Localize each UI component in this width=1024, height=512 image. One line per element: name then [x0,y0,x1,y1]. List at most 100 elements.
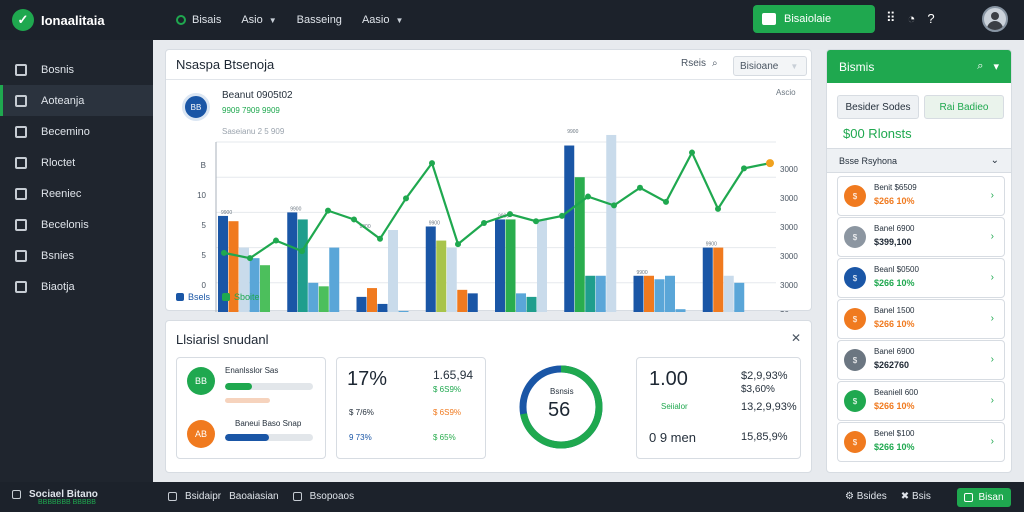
line-point [766,159,774,168]
footer-right-1[interactable]: ⚙ Bsides [845,491,887,502]
bar-label: 9900 [429,220,440,226]
footer-brand[interactable]: Sociael Bitano BBBBBBB BBBBB [12,489,98,506]
item-title: Beaniell 600 [874,388,919,397]
chart-search-label: Rseis [681,58,707,69]
footer-mid: Bsidaipr Baoaiasian Bsopoaos [168,491,354,502]
stats-box-summary: 1.00 $2,9,93% $3,60% Seiialor 13,2,9,93%… [636,357,801,459]
legend-label: Bsels [188,292,211,302]
sidebar-item-label: Aoteanja [41,94,85,107]
donut-value: 56 [548,399,571,421]
stats-row3-right: $ 65% [433,433,456,442]
topnav-item-1[interactable]: Asio ▼ [241,14,276,26]
calendar-icon [15,218,27,231]
item-title: Benit $6509 [874,183,917,192]
chevron-right-icon: › [990,190,994,201]
right-button-2[interactable]: Rai Badieo [924,95,1004,119]
donut-chart [519,365,603,449]
right-list-item[interactable]: $ Banel 1500 $266 10% › [837,299,1005,339]
y-tick-right: 3000 [780,194,798,203]
grid-icon[interactable]: ⠿ [886,10,896,25]
top-nav: Bisais Asio ▼ Basseing Aasio ▼ [176,14,403,26]
footer-right-2[interactable]: ✖ Bsis [901,491,931,502]
y-tick-left: 5 [202,221,207,230]
right-list-item[interactable]: $ Banel 6900 $262760 › [837,340,1005,380]
app-logo[interactable]: ✓ Ionaalitaia [12,9,152,31]
right-list-item[interactable]: $ Beanl $0500 $266 10% › [837,258,1005,298]
sidebar-item-4[interactable]: Reeniec [0,178,153,209]
top-cta-button[interactable]: Bisaiolaie [753,5,875,33]
bar [388,230,398,312]
wrench-icon [15,156,27,169]
line-series [223,150,771,260]
right-list-item[interactable]: $ Benel $100 $266 10% › [837,422,1005,462]
right-section-header[interactable]: Bsse Rsyhona ⌄ [827,148,1011,173]
topnav-item-0[interactable]: Bisais [176,14,221,26]
right-big-value: $00 Rlonsts [843,126,912,141]
stats-row3-left: 9 73% [349,433,372,442]
sidebar-item-2[interactable]: Becemino [0,116,153,147]
bar [495,219,505,312]
close-icon[interactable]: ✕ [791,331,802,345]
top-icons: ⠿ ◔ ? [886,10,935,26]
donut-arc [519,365,603,449]
sidebar-item-0[interactable]: Bosnis [0,54,153,85]
footer-right-1-label: Bsides [856,491,887,502]
item-coin-icon: $ [844,185,866,207]
bar [526,296,537,312]
report-icon [15,280,27,293]
status-dot-icon [176,15,186,25]
right-list-item[interactable]: $ Banel 6900 $399,100 › [837,217,1005,257]
right-panel: Bismis ⌕ ▾ Besider Sodes Rai Badieo $00 R… [826,49,1012,473]
sidebar-item-5[interactable]: Becelonis [0,209,153,240]
line-point [585,193,591,200]
search-icon[interactable]: ⌕ [977,60,984,72]
chevron-down-icon[interactable]: ▾ [993,61,999,73]
footer-mid-2[interactable]: Baoaiasian [229,491,279,502]
help-icon[interactable]: ? [927,10,935,26]
line-point [299,248,305,255]
chart-search[interactable]: Rseis ⌕ [681,58,718,69]
chevron-down-icon: ▼ [395,15,404,25]
stats-row2-left: $ 7/6% [349,408,374,417]
line-point [637,184,643,191]
square-icon [168,492,177,501]
settings-icon: ⚙ [845,491,854,502]
chart-select[interactable]: Bisioane ▼ [733,56,807,76]
topnav-item-3[interactable]: Aasio ▼ [362,14,403,26]
chevron-down-icon: ▼ [790,61,799,71]
legend-item-0[interactable]: Bsels [176,292,210,302]
footer-right-2-label: Bsis [911,491,931,502]
footer-mid-3[interactable]: Bsopoaos [309,491,355,502]
top-cta-label: Bisaiolaie [784,13,832,25]
sidebar-item-1[interactable]: Aoteanja [0,85,153,116]
chevron-right-icon: › [990,354,994,365]
item-value: $266 10% [874,319,915,329]
clock-icon[interactable]: ◔ [907,10,916,26]
home-icon [15,249,27,262]
sidebar-item-3[interactable]: Rloctet [0,147,153,178]
footer-cta-button[interactable]: Bisan [957,488,1011,507]
line-point [559,212,565,219]
legend-item-1[interactable]: Sboite [222,292,260,302]
message-icon [15,187,27,200]
footer-mid-1[interactable]: Bsidaipr [185,491,222,502]
right-list-item[interactable]: $ Benit $6509 $266 10% › [837,176,1005,216]
right-button-1[interactable]: Besider Sodes [837,95,919,119]
progress-bar-1b [225,398,270,403]
sidebar-item-7[interactable]: Biaotja [0,271,153,302]
bar [249,258,260,312]
footer-cta-label: Bisan [978,492,1004,503]
progress-bar-2 [225,434,313,441]
line-point [689,149,695,156]
bar-label: 9900 [290,206,301,212]
kpi-subvalues: 9909 7909 9909 [222,106,280,115]
user-avatar[interactable] [982,6,1008,32]
donut-label: Bsnsis [550,387,574,396]
chart-panel-title: Nsaspa Btsenoja [176,57,275,72]
topnav-item-2[interactable]: Basseing [297,14,342,26]
chevron-right-icon: › [990,395,994,406]
summary-top-right: $2,9,93% [741,370,788,382]
bar [467,293,478,312]
right-list-item[interactable]: $ Beaniell 600 $266 10% › [837,381,1005,421]
sidebar-item-6[interactable]: Bsnies [0,240,153,271]
